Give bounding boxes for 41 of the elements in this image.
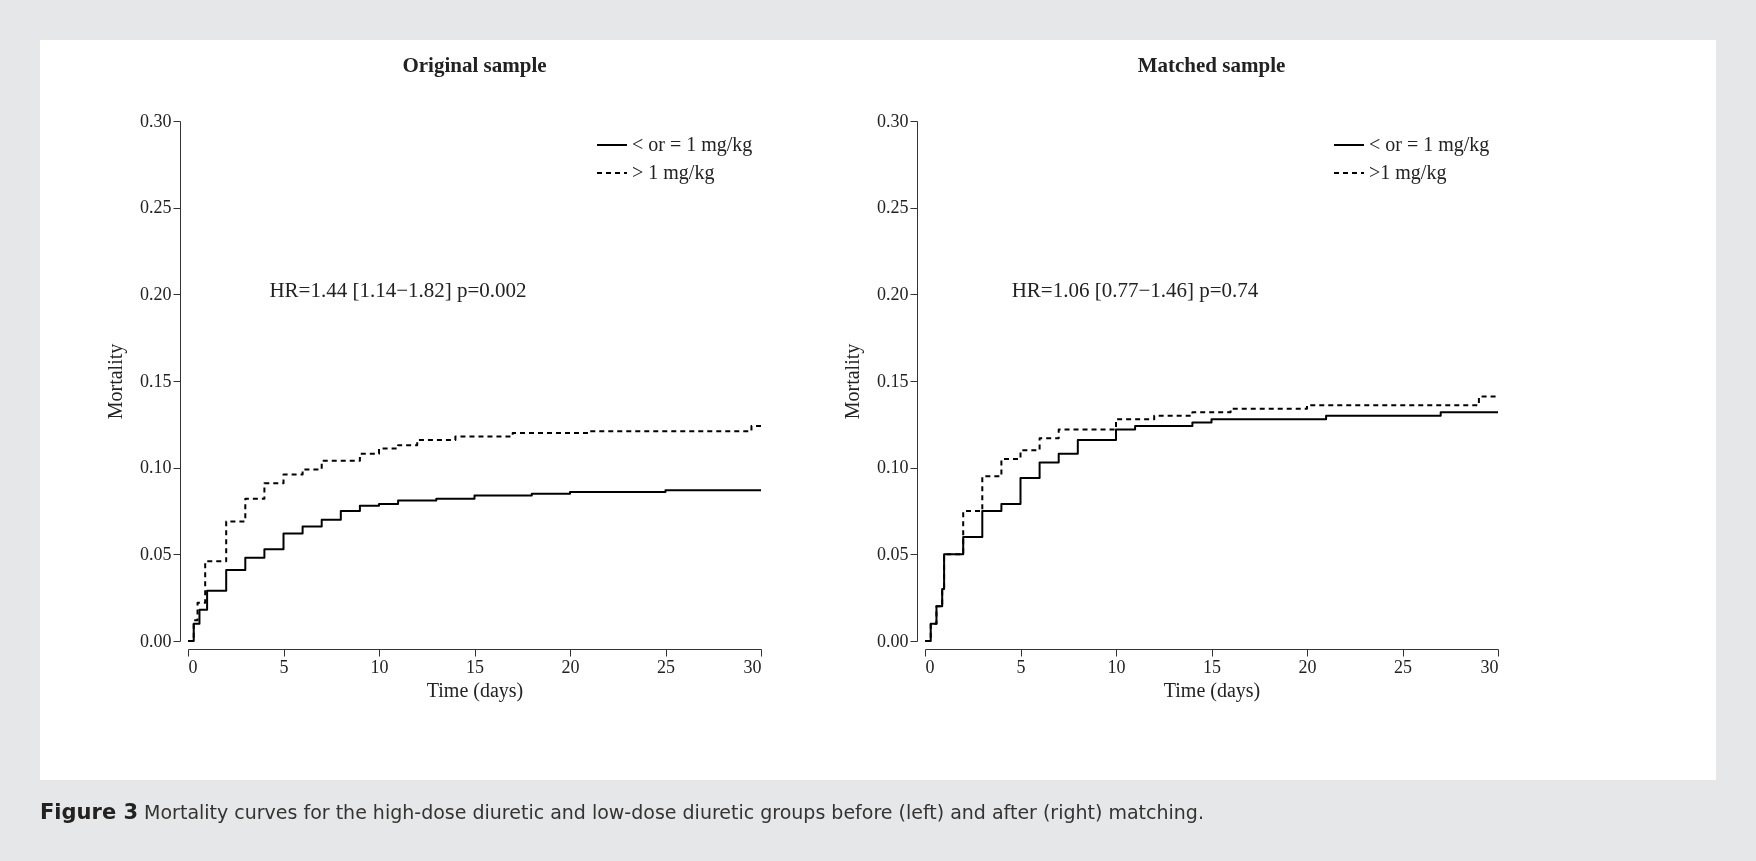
chart-title: Matched sample (1137, 53, 1286, 77)
legend-label: >1 mg/kg (1369, 161, 1447, 184)
x-tick-label: 0 (925, 656, 935, 677)
x-tick-label: 25 (1394, 656, 1412, 677)
y-tick-label: 0.20 (140, 283, 172, 304)
x-tick-label: 20 (561, 656, 580, 677)
y-tick-label: 0.25 (877, 197, 909, 218)
y-axis-title: Mortality (841, 343, 864, 420)
x-tick-label: 10 (370, 656, 389, 677)
legend-label: > 1 mg/kg (632, 161, 715, 184)
y-tick-label: 0.10 (140, 457, 172, 478)
x-axis-title: Time (days) (1163, 678, 1261, 702)
x-tick-label: 30 (743, 656, 762, 677)
x-tick-label: 0 (188, 656, 198, 677)
x-tick-label: 5 (279, 656, 289, 677)
x-tick-label: 25 (657, 656, 675, 677)
x-tick-label: 15 (466, 656, 484, 677)
x-axis-title: Time (days) (426, 678, 524, 702)
y-tick-label: 0.20 (877, 283, 909, 304)
y-tick-label: 0.00 (140, 630, 172, 651)
x-tick-label: 30 (1480, 656, 1499, 677)
y-tick-label: 0.00 (877, 630, 909, 651)
legend-label: < or = 1 mg/kg (632, 133, 753, 156)
y-tick-label: 0.25 (140, 197, 172, 218)
x-tick-label: 15 (1203, 656, 1221, 677)
y-tick-label: 0.05 (140, 543, 172, 564)
y-tick-label: 0.30 (877, 110, 909, 131)
caption: Figure 3 Mortality curves for the high-dose diuretic and low-dose diuretic groups before (left) and after (right) matching. (40, 800, 1204, 824)
y-tick-label: 0.10 (877, 457, 909, 478)
y-tick-label: 0.30 (140, 110, 172, 131)
chart-title: Original sample (402, 53, 547, 77)
y-tick-label: 0.15 (140, 370, 172, 391)
y-tick-label: 0.05 (877, 543, 909, 564)
legend-label: < or = 1 mg/kg (1369, 133, 1490, 156)
y-axis-title: Mortality (104, 343, 127, 420)
annotation: HR=1.06 [0.77−1.46] p=0.74 (1011, 278, 1259, 302)
y-tick-label: 0.15 (877, 370, 909, 391)
x-tick-label: 20 (1298, 656, 1317, 677)
x-tick-label: 5 (1016, 656, 1026, 677)
annotation: HR=1.44 [1.14−1.82] p=0.002 (269, 278, 527, 302)
x-tick-label: 10 (1107, 656, 1126, 677)
